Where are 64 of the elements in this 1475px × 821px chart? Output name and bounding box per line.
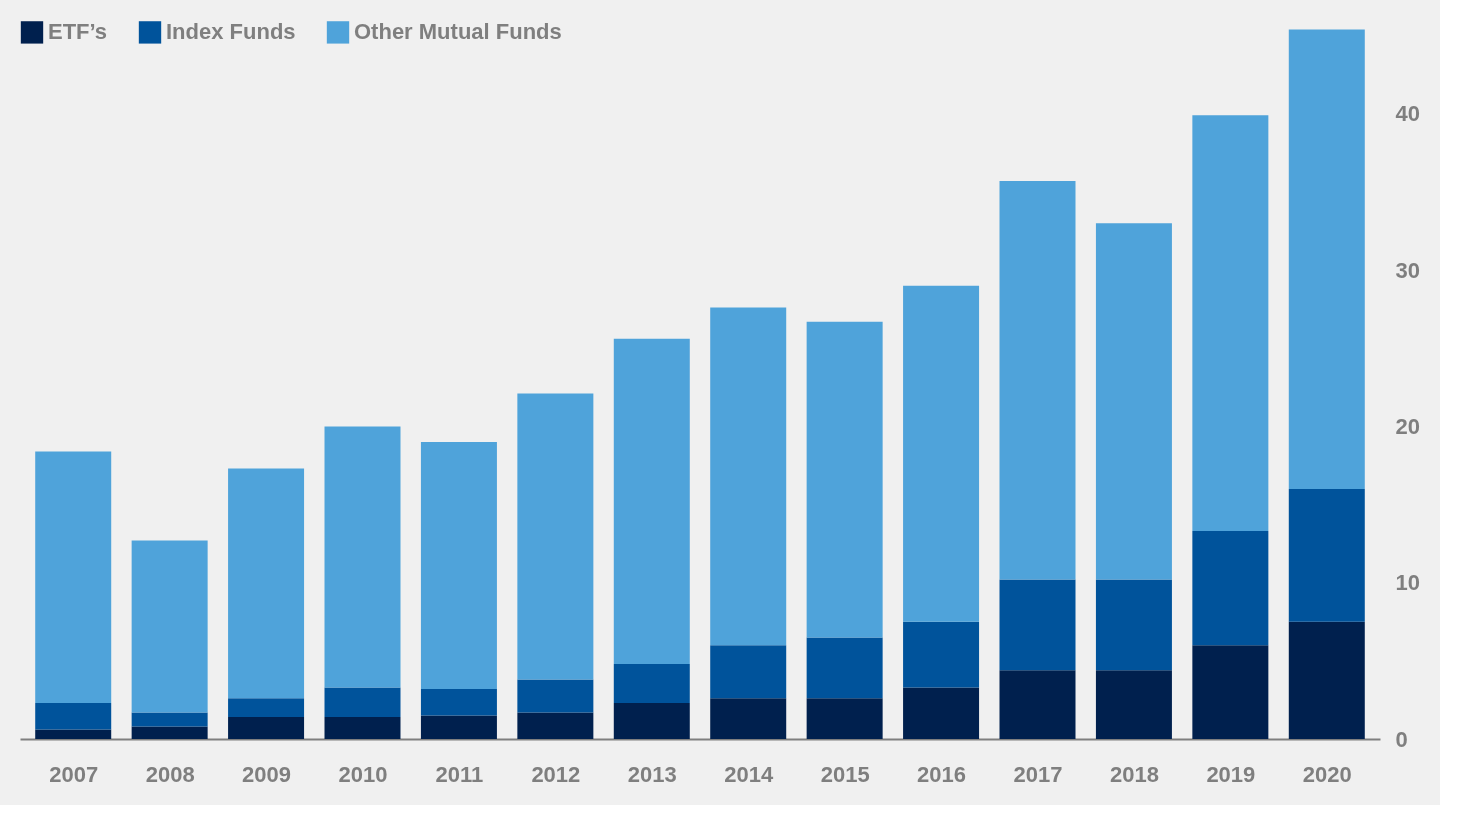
x-tick-label: 2020 [1302,761,1352,787]
bar [1095,579,1172,671]
bar [517,712,594,739]
bar [613,703,690,739]
x-tick-label: 2019 [1206,761,1256,787]
bar [710,307,787,646]
x-tick-label: 2007 [49,761,99,787]
bar [131,712,208,727]
bar [613,663,690,704]
bar [517,393,594,680]
bar [131,726,208,739]
y-tick-label: 30 [1395,257,1420,283]
bar [35,729,112,739]
x-tick-label: 2018 [1109,761,1159,787]
x-tick-label: 2008 [145,761,195,787]
bar [1288,29,1365,489]
bar [35,703,112,730]
bar [228,698,305,718]
x-tick-label: 2017 [1013,761,1063,787]
bar [420,442,497,689]
x-tick-label: 2012 [531,761,581,787]
bar [806,637,883,699]
legend-label: Other Mutual Funds [354,19,562,45]
x-tick-label: 2013 [627,761,677,787]
bar [999,579,1076,671]
bar [420,715,497,739]
bar [903,687,980,739]
bar [324,717,401,739]
x-tick-label: 2010 [338,761,388,787]
legend-label: ETF’s [48,19,108,45]
bar [517,679,594,713]
bar [324,687,401,718]
bar [613,338,690,664]
y-tick-label: 20 [1395,413,1420,439]
bar [1095,223,1172,580]
y-tick-label: 10 [1395,570,1420,596]
bar [35,451,112,704]
bar [903,621,980,688]
x-tick-label: 2014 [724,761,774,787]
bar [1095,670,1172,739]
bar [228,717,305,739]
x-tick-label: 2011 [435,761,484,787]
x-tick-label: 2009 [242,761,292,787]
x-tick-label: 2016 [917,761,967,787]
x-tick-label: 2015 [820,761,870,787]
bar [131,540,208,713]
bar [324,426,401,688]
y-tick-label: 0 [1395,726,1408,752]
bar [1288,488,1365,622]
bar [1192,531,1269,646]
bar [999,180,1076,580]
bar [228,468,305,699]
bar [1192,115,1269,532]
legend-label: Index Funds [166,19,296,45]
bar [1288,621,1365,739]
bar [420,688,497,716]
bar [999,670,1076,739]
bar [806,698,883,739]
y-tick-label: 40 [1395,101,1420,127]
bar [710,645,787,699]
bar [903,285,980,622]
bar [806,321,883,638]
bar [710,698,787,739]
bar [1192,645,1269,739]
